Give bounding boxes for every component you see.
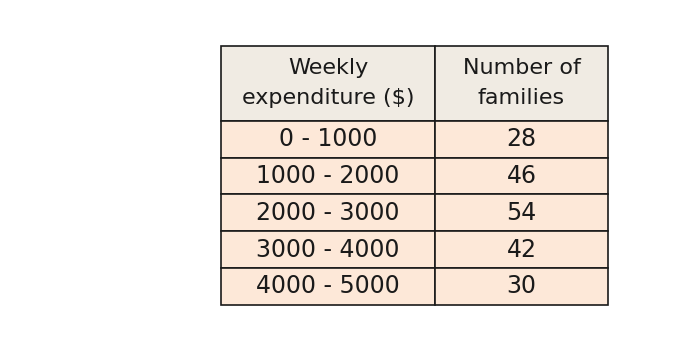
- Bar: [436, 268, 607, 305]
- Bar: [436, 121, 607, 158]
- Text: 4000 - 5000: 4000 - 5000: [256, 274, 400, 298]
- Bar: [221, 231, 436, 268]
- Text: 42: 42: [507, 238, 536, 262]
- Text: 0 - 1000: 0 - 1000: [279, 127, 378, 151]
- Bar: [436, 158, 607, 194]
- Text: Number of
families: Number of families: [462, 58, 581, 108]
- Bar: [221, 268, 436, 305]
- Text: 1000 - 2000: 1000 - 2000: [256, 164, 399, 188]
- Bar: [221, 194, 436, 231]
- Bar: [436, 194, 607, 231]
- Text: 3000 - 4000: 3000 - 4000: [256, 238, 400, 262]
- Bar: [221, 46, 436, 121]
- Text: Weekly
expenditure ($): Weekly expenditure ($): [242, 58, 415, 108]
- Text: 54: 54: [506, 201, 537, 225]
- Bar: [436, 231, 607, 268]
- Bar: [436, 46, 607, 121]
- Text: 28: 28: [506, 127, 537, 151]
- Bar: [221, 158, 436, 194]
- Text: 46: 46: [507, 164, 536, 188]
- Bar: [221, 121, 436, 158]
- Text: 2000 - 3000: 2000 - 3000: [256, 201, 400, 225]
- Text: 30: 30: [507, 274, 536, 298]
